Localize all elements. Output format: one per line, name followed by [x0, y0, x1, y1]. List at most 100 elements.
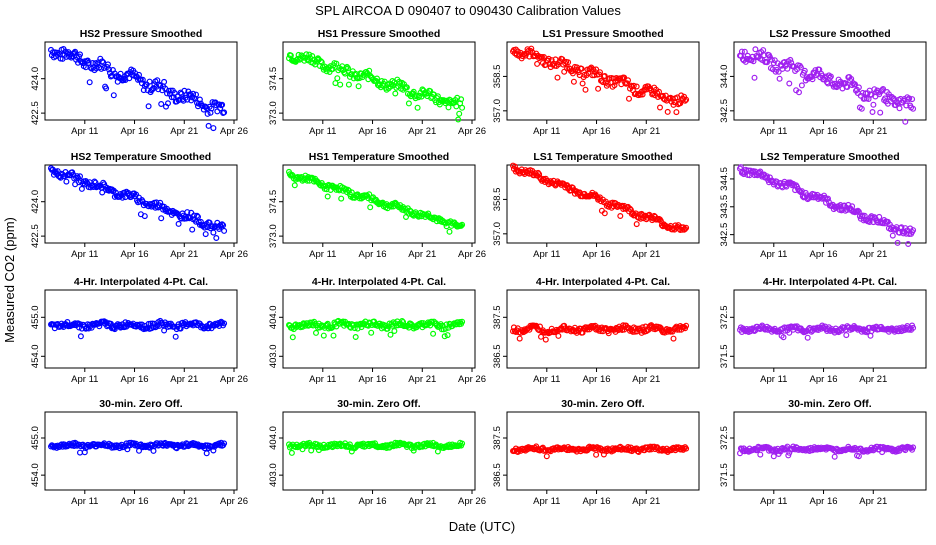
x-tick-label: Apr 21: [632, 126, 660, 137]
data-point: [434, 93, 441, 100]
data-point: [329, 66, 336, 73]
data-point: [536, 171, 543, 178]
data-point: [593, 66, 600, 73]
data-point: [804, 334, 811, 341]
y-tick-label: 374.5: [268, 190, 279, 214]
data-point: [877, 109, 884, 116]
data-point: [879, 86, 886, 93]
panel-frame: [506, 164, 700, 244]
data-point: [582, 86, 589, 93]
x-tick-label: Apr 16: [810, 374, 838, 385]
data-point: [204, 110, 211, 117]
y-tick-label: 404.0: [268, 305, 279, 329]
data-point: [168, 94, 175, 101]
data-point: [177, 325, 184, 332]
data-point: [801, 67, 808, 74]
panel-ls2-1: LS2 Temperature Smoothed Apr 11 Apr 16 Apr …: [719, 151, 927, 260]
data-point: [332, 80, 339, 87]
data-point: [456, 110, 463, 117]
x-tick-label: Apr 16: [810, 126, 838, 137]
data-point: [633, 83, 640, 90]
x-tick-label: Apr 16: [583, 249, 611, 260]
data-point: [625, 95, 632, 102]
panel-hs1-3: 30-min. Zero Off. Apr 11 Apr 16 Apr 21 Apr 2…: [268, 398, 486, 507]
data-point: [136, 447, 143, 454]
data-point: [540, 53, 547, 60]
y-tick-label: 342.5: [719, 99, 730, 123]
data-point: [876, 213, 883, 220]
data-point: [184, 96, 191, 103]
data-point: [578, 65, 585, 72]
data-point: [880, 85, 887, 92]
data-point: [444, 332, 451, 339]
data-point: [210, 447, 217, 454]
data-point: [682, 97, 689, 104]
data-point: [146, 78, 153, 85]
data-point: [757, 451, 764, 458]
data-point: [683, 224, 690, 231]
data-point: [430, 330, 437, 337]
data-point: [593, 451, 600, 458]
data-point: [172, 333, 179, 340]
data-point: [763, 173, 770, 180]
x-axis-label: Date (UTC): [449, 519, 515, 534]
data-point: [770, 453, 777, 460]
data-point: [579, 80, 586, 87]
data-point: [851, 81, 858, 88]
data-point: [91, 178, 98, 185]
data-point: [458, 96, 465, 103]
data-point: [302, 172, 309, 179]
x-tick-label: Apr 11: [760, 496, 787, 507]
data-point: [145, 103, 152, 110]
data-point: [784, 180, 791, 187]
data-point: [600, 451, 607, 458]
x-tick-label: Apr 21: [170, 374, 198, 385]
data-point: [195, 213, 202, 220]
panel-hs1-2: 4-Hr. Interpolated 4-Pt. Cal. Apr 11 Apr 1…: [268, 276, 486, 385]
data-point: [165, 100, 172, 107]
data-point: [75, 324, 82, 331]
data-point: [587, 65, 594, 72]
panel-frame: [733, 164, 927, 244]
data-point: [334, 75, 341, 82]
y-tick-label: 424.0: [30, 190, 41, 214]
data-point: [750, 58, 757, 65]
data-point: [86, 79, 93, 86]
panel-frame: [506, 289, 700, 369]
x-tick-label: Apr 11: [533, 374, 560, 385]
data-point: [459, 104, 466, 111]
data-point: [536, 327, 543, 334]
data-point: [76, 449, 83, 456]
x-tick-label: Apr 16: [359, 249, 387, 260]
x-tick-label: Apr 21: [632, 496, 660, 507]
data-point: [85, 59, 92, 66]
data-point: [542, 336, 549, 343]
x-tick-label: Apr 21: [859, 496, 887, 507]
data-point: [910, 444, 917, 451]
data-point: [337, 81, 344, 88]
data-point: [445, 104, 452, 111]
panel-title: LS2 Temperature Smoothed: [760, 151, 899, 163]
y-tick-label: 371.5: [719, 344, 730, 368]
data-point: [737, 164, 744, 171]
data-point: [72, 48, 79, 55]
data-point: [906, 95, 913, 102]
data-point: [776, 75, 783, 82]
y-tick-label: 424.0: [30, 67, 41, 91]
data-point: [752, 46, 759, 53]
panel-hs2-3: 30-min. Zero Off. Apr 11 Apr 16 Apr 21 Apr 2…: [30, 398, 248, 507]
data-point: [165, 320, 172, 327]
data-point: [455, 116, 462, 123]
data-point: [176, 96, 183, 103]
x-tick-label: Apr 26: [220, 496, 248, 507]
data-point: [621, 74, 628, 81]
data-point: [219, 101, 226, 108]
data-point: [798, 82, 805, 89]
y-tick-label: 358.5: [492, 188, 503, 212]
data-point: [342, 70, 349, 77]
y-tick-label: 342.5: [719, 223, 730, 247]
data-point: [786, 329, 793, 336]
data-point: [367, 204, 374, 211]
panel-frame: [44, 411, 238, 491]
data-point: [827, 73, 834, 80]
